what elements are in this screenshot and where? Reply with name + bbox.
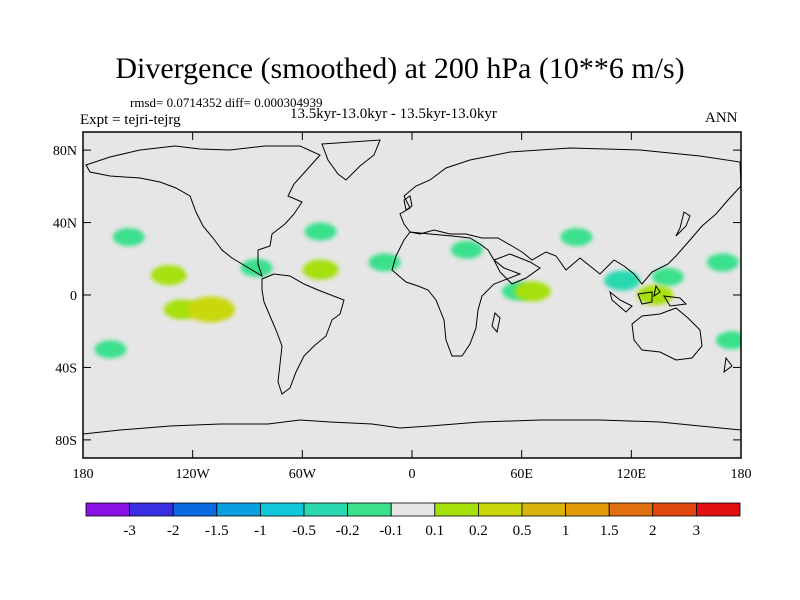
colorbar-swatch [347,502,392,517]
colorbar-label: 0.2 [469,523,488,539]
anomaly-cell [450,240,483,259]
lon-tick-label: 60E [510,467,533,482]
lon-tick-label: 180 [73,467,94,482]
colorbar-label: -0.5 [292,523,316,539]
coastline-new-zealand [723,356,733,374]
colorbar-swatch [172,502,218,517]
colorbar-label: -1 [254,523,267,539]
anomaly-cell [140,291,173,310]
anomaly-cell [368,286,401,304]
colorbar-swatch [85,502,130,517]
colorbar-label: 3 [693,523,701,539]
coastline-africa [391,231,522,357]
rmsd-text: rmsd= 0.0714352 diff= 0.000304939 [130,95,323,110]
coastline-indonesia [609,284,688,313]
map-title: Divergence (smoothed) at 200 hPa (10**6 … [115,52,685,85]
season-label: ANN [705,110,738,126]
anomaly-cell [213,322,246,341]
lon-tick-label: 60W [289,467,317,482]
coastline-south-america [261,273,345,395]
lon-tick-label: 120E [617,467,647,482]
lat-tick-label: 40S [55,361,77,376]
lon-tick-label: 120W [176,467,211,482]
colorbar-swatch [652,502,697,517]
anomaly-cell [604,270,641,291]
colorbar-label: -3 [123,523,136,539]
lat-tick-label: 80S [55,434,77,449]
anomaly-cell [185,258,218,277]
anomaly-cell [679,253,712,272]
coastlines [83,139,741,435]
coastline-antarctica [83,419,741,435]
axis-ticks: 80N 40N 0 40S 80S 180 120W 60W 0 60E 120E 180 [53,132,752,482]
colorbar-swatch [608,502,654,517]
colorbar-swatch [129,502,174,517]
anomaly-cell [94,340,127,359]
anomaly-cell [410,291,443,310]
anomaly-cell [706,253,739,272]
coastline-north-america [85,145,321,278]
colorbar-swatch [303,502,348,517]
anomaly-cell [112,314,145,333]
colorbar-swatch [565,502,610,517]
anomaly-cell [523,318,556,337]
coastline-australia [631,307,703,361]
coastline-greenland [321,139,381,181]
anomaly-cell [560,228,593,247]
colorbar-swatch [477,502,523,517]
colorbar-label: 0.1 [425,523,444,539]
lon-tick-label: 0 [409,467,416,482]
colorbar-label: 2 [649,523,657,539]
lat-tick-label: 80N [53,144,77,159]
coastline-madagascar [491,312,501,334]
anomaly-field [94,222,741,359]
colorbar-label: -2 [167,523,180,539]
colorbar-swatch [434,502,479,517]
anomaly-cell [112,228,145,247]
colorbar-swatch [259,502,305,517]
anomaly-cell [715,331,741,350]
colorbar: -3 -2 -1.5 -1 -0.5 -0.2 -0.1 0.1 0.2 0.5 1 1.5 2 3 [85,502,741,539]
anomaly-cell [302,259,339,280]
colorbar-swatch [696,502,741,517]
experiment-label: Expt = tejri-tejrg [80,112,181,128]
colorbar-label: -0.2 [336,523,360,539]
lon-tick-label: 180 [731,467,752,482]
period-label: 13.5kyr-13.0kyr - 13.5kyr-13.0kyr [290,106,497,122]
colorbar-swatch [521,502,566,517]
coastline-japan [675,211,691,237]
coastline-uk [403,195,413,211]
anomaly-cell [304,222,337,241]
coastline-arabia [493,253,541,285]
anomaly-cell [578,291,611,310]
colorbar-label: 0.5 [513,523,532,539]
colorbar-label: 1 [562,523,570,539]
anomaly-cell [688,313,721,332]
anomaly-cell [240,258,273,277]
colorbar-label: 1.5 [600,523,619,539]
map-background [83,132,741,458]
anomaly-cell [651,267,684,286]
colorbar-label: -1.5 [205,523,229,539]
colorbar-swatch [216,502,261,517]
anomaly-cell [150,265,187,286]
lat-tick-label: 0 [70,289,77,304]
lat-tick-label: 40N [53,217,77,232]
anomaly-cell [186,296,235,323]
colorbar-label: -0.1 [379,523,403,539]
coastline-eurasia [399,147,741,285]
colorbar-swatch [390,502,436,517]
anomaly-cell [514,281,551,302]
